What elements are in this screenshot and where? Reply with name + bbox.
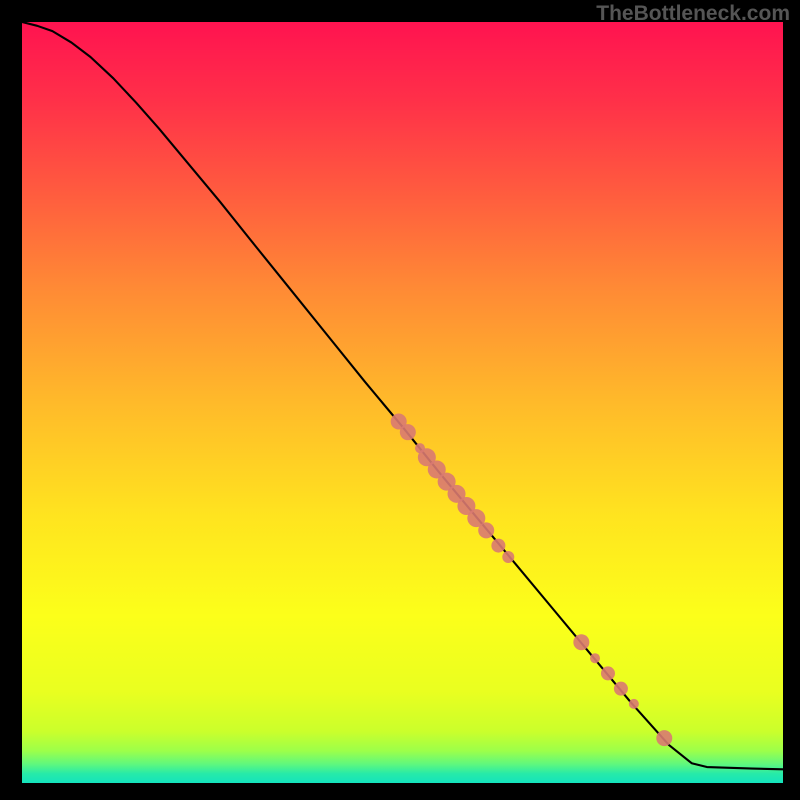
marker-point	[400, 424, 416, 440]
marker-point	[573, 634, 589, 650]
bottleneck-chart	[0, 0, 800, 800]
marker-point	[656, 730, 672, 746]
marker-point	[478, 522, 494, 538]
plot-background	[22, 22, 783, 783]
marker-point	[629, 699, 639, 709]
marker-point	[491, 539, 505, 553]
watermark-text: TheBottleneck.com	[596, 2, 790, 26]
marker-point	[590, 653, 600, 663]
marker-point	[614, 682, 628, 696]
marker-point	[502, 551, 514, 563]
marker-point	[601, 666, 615, 680]
